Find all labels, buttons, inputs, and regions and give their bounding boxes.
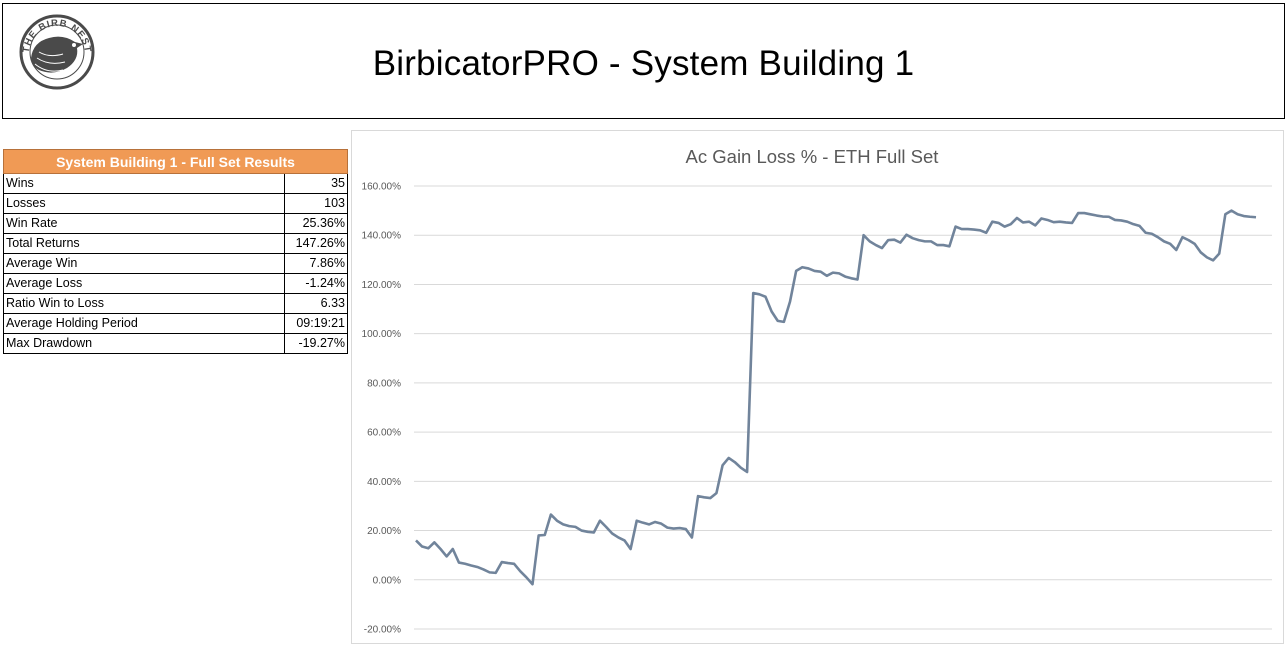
- row-label: Total Returns: [3, 233, 285, 254]
- chart-title: Ac Gain Loss % - ETH Full Set: [686, 146, 939, 167]
- y-tick-label: 100.00%: [362, 329, 402, 340]
- gridlines: [414, 185, 1272, 630]
- table-row: Average Win 7.86%: [3, 253, 348, 274]
- series-group: [415, 209, 1257, 586]
- row-label: Average Holding Period: [3, 313, 285, 334]
- header-box: THE BIRB NEST BirbicatorPRO - System Bui…: [2, 3, 1285, 119]
- series-line: [415, 209, 1257, 586]
- row-value: 147.26%: [284, 233, 348, 254]
- y-tick-label: 120.00%: [362, 280, 402, 291]
- row-value: -19.27%: [284, 333, 348, 354]
- results-table: System Building 1 - Full Set Results Win…: [3, 149, 348, 354]
- y-axis-tick-labels: -20.00% 0.00% 20.00% 40.00% 60.00% 80.00% 100.…: [362, 182, 402, 636]
- line-chart: Ac Gain Loss % - ETH Full Set -20.00% 0.0…: [362, 146, 1272, 636]
- page-title: BirbicatorPRO - System Building 1: [372, 44, 915, 83]
- y-tick-label: -20.00%: [364, 625, 401, 636]
- y-tick-label: 160.00%: [362, 182, 402, 193]
- y-tick-label: 80.00%: [367, 378, 401, 389]
- table-row: Win Rate 25.36%: [3, 213, 348, 234]
- y-tick-label: 60.00%: [367, 428, 401, 439]
- table-row: Ratio Win to Loss 6.33: [3, 293, 348, 314]
- table-row: Average Loss -1.24%: [3, 273, 348, 294]
- row-value: 103: [284, 193, 348, 214]
- row-label: Max Drawdown: [3, 333, 285, 354]
- chart-area: Ac Gain Loss % - ETH Full Set -20.00% 0.0…: [351, 130, 1284, 644]
- table-row: Max Drawdown -19.27%: [3, 333, 348, 354]
- row-label: Average Win: [3, 253, 285, 274]
- y-tick-label: 0.00%: [373, 575, 401, 586]
- row-label: Average Loss: [3, 273, 285, 294]
- table-row: Losses 103: [3, 193, 348, 214]
- row-label: Ratio Win to Loss: [3, 293, 285, 314]
- row-label: Wins: [3, 173, 285, 194]
- row-value: 35: [284, 173, 348, 194]
- row-label: Losses: [3, 193, 285, 214]
- table-row: Average Holding Period 09:19:21: [3, 313, 348, 334]
- y-tick-label: 20.00%: [367, 526, 401, 537]
- row-value: 7.86%: [284, 253, 348, 274]
- row-label: Win Rate: [3, 213, 285, 234]
- table-row: Wins 35: [3, 173, 348, 194]
- results-table-title: System Building 1 - Full Set Results: [3, 149, 348, 174]
- row-value: -1.24%: [284, 273, 348, 294]
- row-value: 6.33: [284, 293, 348, 314]
- birb-nest-logo-icon: THE BIRB NEST: [19, 14, 95, 90]
- row-value: 25.36%: [284, 213, 348, 234]
- y-tick-label: 40.00%: [367, 477, 401, 488]
- row-value: 09:19:21: [284, 313, 348, 334]
- y-tick-label: 140.00%: [362, 231, 402, 242]
- table-row: Total Returns 147.26%: [3, 233, 348, 254]
